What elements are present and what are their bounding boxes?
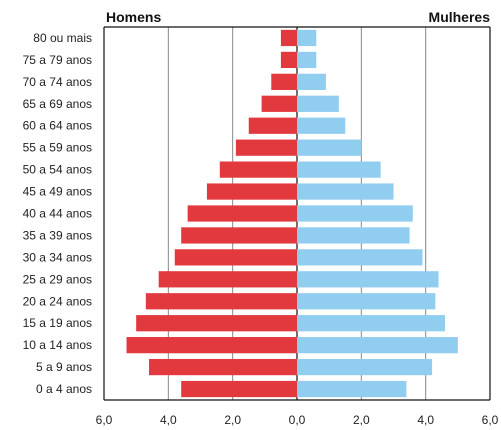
bar-mulheres: [297, 293, 436, 310]
bar-homens: [280, 51, 297, 69]
bar-mulheres: [297, 139, 362, 156]
category-label: 35 a 39 anos: [23, 228, 92, 242]
bar-mulheres: [297, 271, 439, 288]
category-labels: 0 a 4 anos 5 a 9 anos 10 a 14 anos 15 a 19 …: [23, 31, 92, 396]
category-label: 20 a 24 anos: [23, 294, 92, 308]
bars: [126, 29, 458, 398]
bar-mulheres: [297, 315, 445, 332]
bar-homens: [261, 95, 297, 112]
bar-homens: [181, 227, 297, 244]
bar-mulheres: [297, 51, 317, 69]
bar-mulheres: [297, 205, 413, 222]
bar-homens: [235, 139, 297, 156]
x-tick-label: 2,0: [224, 413, 241, 427]
category-label: 70 a 74 anos: [23, 75, 92, 89]
category-label: 30 a 34 anos: [23, 250, 92, 264]
category-label: 15 a 19 anos: [23, 316, 92, 330]
category-label: 5 a 9 anos: [36, 360, 92, 374]
category-label: 50 a 54 anos: [23, 163, 92, 177]
x-tick-label: 6,0: [96, 413, 113, 427]
bar-homens: [248, 117, 297, 134]
bar-mulheres: [297, 73, 326, 90]
category-label: 60 a 64 anos: [23, 119, 92, 133]
category-label: 80 ou mais: [33, 31, 92, 45]
bar-mulheres: [297, 117, 346, 134]
bar-homens: [174, 249, 297, 266]
x-tick-label: 2,0: [353, 413, 370, 427]
x-tick-label: 6,0: [482, 413, 499, 427]
category-label: 40 a 44 anos: [23, 207, 92, 221]
bar-homens: [136, 315, 297, 332]
bar-mulheres: [297, 29, 317, 47]
bar-homens: [145, 293, 297, 310]
bar-mulheres: [297, 380, 407, 398]
category-label: 10 a 14 anos: [23, 338, 92, 352]
bar-homens: [280, 29, 297, 47]
right-title: Mulheres: [429, 9, 491, 25]
bar-mulheres: [297, 337, 458, 354]
bar-homens: [271, 73, 297, 90]
bar-mulheres: [297, 358, 433, 376]
bar-homens: [206, 183, 297, 200]
category-label: 55 a 59 anos: [23, 141, 92, 155]
bar-homens: [187, 205, 297, 222]
bar-homens: [158, 271, 297, 288]
x-tick-label: 4,0: [417, 413, 434, 427]
bar-mulheres: [297, 95, 339, 112]
category-label: 45 a 49 anos: [23, 185, 92, 199]
category-label: 0 a 4 anos: [36, 382, 92, 396]
bar-homens: [126, 337, 298, 354]
left-title: Homens: [106, 9, 161, 25]
category-label: 75 a 79 anos: [23, 53, 92, 67]
x-tick-label: 4,0: [160, 413, 177, 427]
bar-mulheres: [297, 183, 394, 200]
bar-homens: [219, 161, 297, 178]
bar-mulheres: [297, 249, 423, 266]
bar-homens: [181, 380, 297, 398]
x-tick-label: 0,0: [289, 413, 306, 427]
bar-mulheres: [297, 227, 410, 244]
x-tick-labels: 6,0 4,0 2,0 0,0 2,0 4,0 6,0: [96, 413, 499, 427]
bar-homens: [149, 358, 297, 376]
category-label: 65 a 69 anos: [23, 97, 92, 111]
bar-mulheres: [297, 161, 381, 178]
category-label: 25 a 29 anos: [23, 272, 92, 286]
